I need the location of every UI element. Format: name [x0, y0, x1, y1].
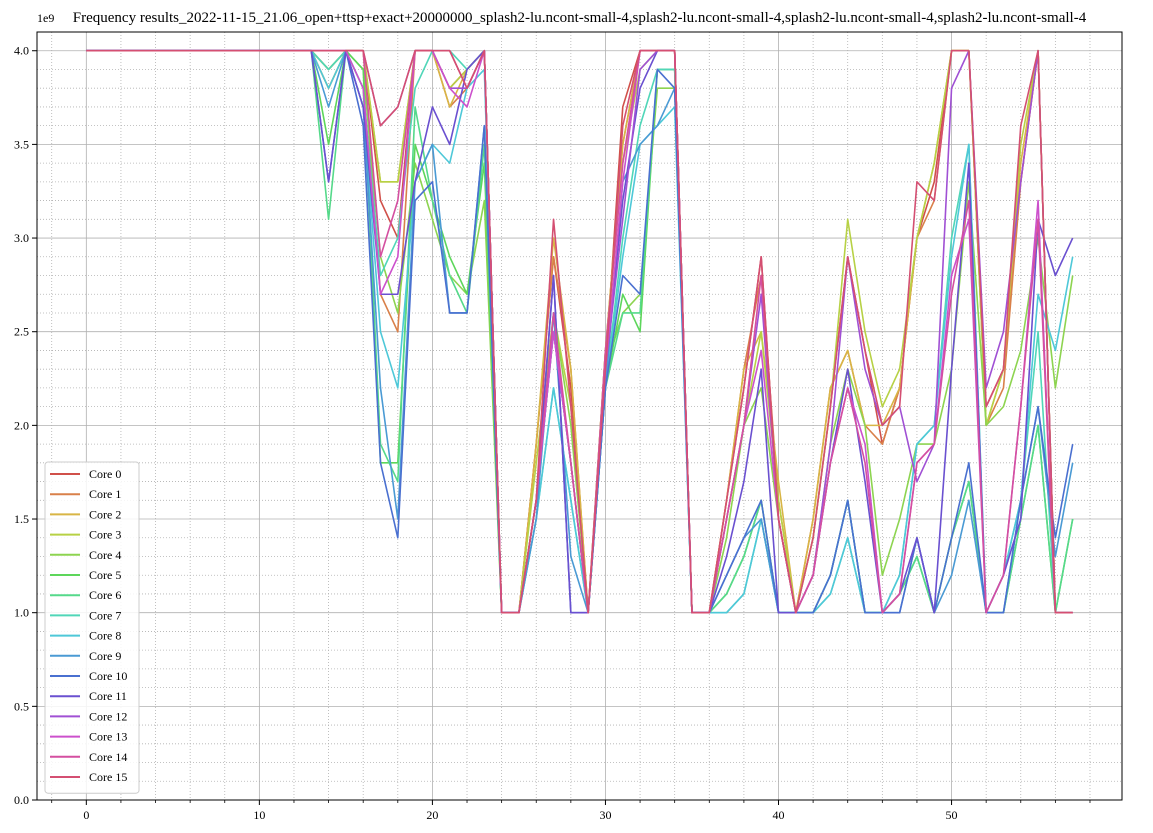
y-tick-label: 0.5 [14, 699, 29, 713]
chart-title: Frequency results_2022-11-15_21.06_open+… [73, 10, 1087, 26]
legend: Core 0 Core 1 Core 2 Core 3 Core 4 Core 5 Core… [44, 461, 140, 794]
y-tick-label: 3.0 [14, 231, 29, 245]
legend-item: Core 3 [50, 528, 121, 542]
legend-label: Core 9 [89, 649, 121, 663]
legend-box [44, 461, 140, 794]
legend-item: Core 7 [50, 608, 121, 622]
legend-label: Core 7 [89, 608, 121, 622]
legend-label: Core 15 [89, 770, 127, 784]
y-tick-label: 2.0 [14, 418, 29, 432]
x-tick-label: 30 [599, 808, 611, 822]
legend-item: Core 9 [50, 649, 121, 663]
x-tick-label: 20 [426, 808, 438, 822]
legend-label: Core 11 [89, 689, 127, 703]
series-layer [86, 49, 1074, 614]
y-tick-label: 4.0 [14, 44, 29, 58]
legend-item: Core 12 [50, 709, 127, 723]
legend-label: Core 0 [89, 467, 121, 481]
x-axis: 0 10 20 30 40 50 [51, 800, 1091, 822]
legend-label: Core 6 [89, 588, 121, 602]
legend-label: Core 12 [89, 709, 127, 723]
y-tick-label: 1.0 [14, 606, 29, 620]
legend-label: Core 10 [89, 669, 127, 683]
legend-item: Core 11 [50, 689, 127, 703]
y-axis-scale-label: 1e9 [37, 11, 54, 25]
legend-label: Core 1 [89, 487, 121, 501]
x-tick-label: 50 [946, 808, 958, 822]
legend-label: Core 13 [89, 730, 127, 744]
legend-item: Core 10 [50, 669, 127, 683]
series-line-core-15 [86, 49, 1073, 614]
legend-item: Core 0 [50, 467, 121, 481]
y-tick-label: 0.0 [14, 793, 29, 807]
y-tick-label: 2.5 [14, 325, 29, 339]
legend-label: Core 14 [89, 750, 127, 764]
legend-label: Core 4 [89, 548, 121, 562]
legend-item: Core 6 [50, 588, 121, 602]
legend-label: Core 8 [89, 629, 121, 643]
legend-item: Core 13 [50, 730, 127, 744]
minor-grid [37, 31, 1122, 800]
y-tick-label: 3.5 [14, 137, 29, 151]
y-tick-label: 1.5 [14, 512, 29, 526]
legend-item: Core 8 [50, 629, 121, 643]
legend-item: Core 15 [50, 770, 127, 784]
plot-frame [36, 31, 1123, 801]
legend-label: Core 3 [89, 528, 121, 542]
legend-item: Core 5 [50, 568, 121, 582]
legend-item: Core 14 [50, 750, 127, 764]
x-tick-label: 0 [83, 808, 89, 822]
x-tick-label: 40 [773, 808, 785, 822]
legend-label: Core 2 [89, 507, 121, 521]
legend-item: Core 4 [50, 548, 121, 562]
major-grid [37, 32, 1122, 801]
legend-item: Core 2 [50, 507, 121, 521]
legend-label: Core 5 [89, 568, 121, 582]
x-tick-label: 10 [253, 808, 265, 822]
y-axis: 0.0 0.5 1.0 1.5 2.0 2.5 3.0 3.5 4.0 [14, 44, 37, 807]
legend-item: Core 1 [50, 487, 121, 501]
